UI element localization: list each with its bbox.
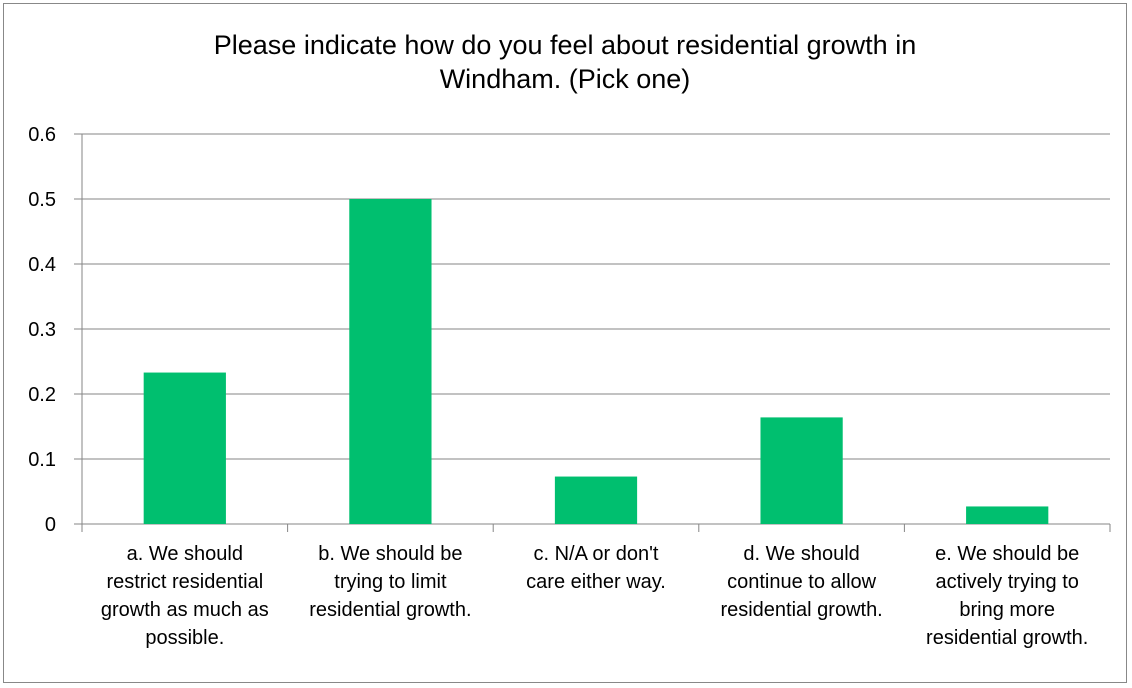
x-tick-label-d: d. We should continue to allow residenti… [720,543,883,621]
bar [349,199,432,524]
y-tick-label: 0.2 [28,384,56,406]
y-tick-label: 0.1 [28,449,56,471]
x-tick-label-c: c. N/A or don't care either way. [526,543,666,593]
chart-title-line-1: Please indicate how do you feel about re… [213,30,917,60]
chart-frame [3,3,1127,683]
bar [554,476,638,524]
x-tick-label-a: a. We should restrict residential growth… [100,543,269,649]
x-tick-label-b: b. We should be trying to limit resident… [309,543,472,621]
bar [760,417,843,524]
chart-title: Please indicate how do you feel about re… [3,28,1127,96]
y-tick-label: 0.4 [28,254,56,276]
y-tick-label: 0.6 [28,124,56,146]
bar [966,506,1049,524]
y-tick-label: 0.3 [28,319,56,341]
bar [143,372,226,524]
y-tick-label: 0 [45,514,56,536]
x-tick-label-e: e. We should be actively trying to bring… [926,543,1089,649]
y-tick-label: 0.5 [28,189,56,211]
chart-title-line-2: Windham. (Pick one) [439,64,691,94]
